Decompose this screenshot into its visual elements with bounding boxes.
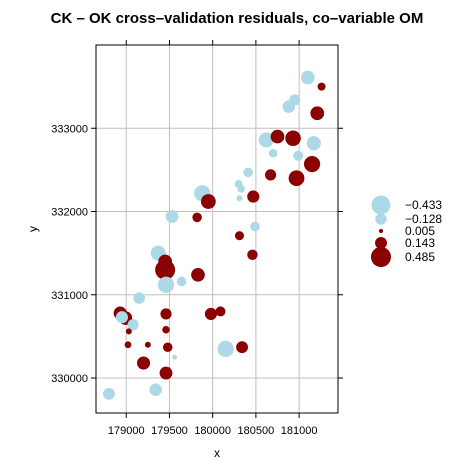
residual-point-negative: [115, 311, 129, 324]
data-points: [103, 70, 326, 400]
legend-symbol: [371, 247, 391, 267]
residual-point-positive: [191, 267, 205, 282]
residual-point-negative: [176, 276, 187, 287]
x-axis-label: x: [214, 446, 220, 460]
residual-point-positive: [270, 129, 285, 144]
legend-symbol: [375, 213, 387, 225]
legend-label: −0.128: [405, 212, 442, 226]
y-axis-label: y: [26, 226, 40, 232]
residual-point-positive: [288, 170, 305, 187]
residual-point-positive: [317, 82, 326, 91]
residual-point-positive: [144, 341, 151, 348]
residual-point-positive: [162, 342, 173, 353]
residual-point-negative: [289, 94, 301, 106]
residual-point-positive: [204, 307, 218, 321]
chart-title: CK – OK cross–validation residuals, co–v…: [51, 10, 424, 27]
y-tick-label: 330000: [51, 373, 88, 385]
plot-frame: [95, 44, 339, 414]
legend-label: −0.433: [405, 198, 442, 212]
residual-point-positive: [158, 254, 172, 269]
residual-point-positive: [215, 306, 226, 317]
residual-point-negative: [306, 136, 321, 151]
grid-lines: [96, 45, 338, 413]
x-tick-label: 180000: [194, 425, 231, 437]
residual-point-negative: [300, 70, 315, 85]
residual-point-positive: [136, 356, 151, 370]
residual-point-positive: [236, 341, 248, 354]
residual-point-negative: [133, 292, 145, 304]
residual-point-negative: [127, 319, 139, 331]
residual-point-negative: [237, 185, 245, 193]
residual-point-positive: [160, 308, 172, 320]
residual-point-negative: [268, 148, 278, 158]
residual-point-negative: [250, 221, 260, 232]
residual-point-positive: [265, 169, 277, 181]
residual-point-negative: [149, 383, 162, 396]
legend-symbol: [378, 228, 384, 234]
x-tick-label: 179500: [151, 425, 188, 437]
residual-point-negative: [217, 340, 234, 358]
residual-point-negative: [258, 132, 274, 148]
residual-point-positive: [247, 190, 260, 203]
legend-label: 0.005: [405, 224, 435, 238]
x-tick-label: 179000: [108, 425, 145, 437]
y-tick-label: 331000: [51, 290, 88, 302]
residual-point-positive: [285, 130, 301, 147]
residual-point-positive: [247, 249, 258, 261]
residual-point-positive: [159, 366, 173, 380]
legend-symbol: [375, 237, 387, 249]
legend-symbol: [371, 195, 391, 215]
residual-point-positive: [162, 326, 170, 334]
axes: 179000 179500 180000 180500 181000 330000 3310…: [51, 40, 343, 437]
residual-point-positive: [234, 231, 245, 241]
residual-point-negative: [157, 276, 175, 293]
residual-point-positive: [125, 328, 132, 335]
residual-point-positive: [303, 155, 321, 173]
residual-point-negative: [236, 195, 243, 202]
residual-point-negative: [243, 167, 253, 178]
residual-point-negative: [103, 387, 115, 400]
residual-point-negative: [172, 354, 178, 360]
residual-point-positive: [192, 212, 202, 223]
residual-point-negative: [165, 210, 179, 223]
residual-point-positive: [310, 106, 325, 121]
x-tick-label: 180500: [238, 425, 275, 437]
legend-label: 0.485: [405, 250, 435, 264]
residual-point-negative: [293, 150, 304, 161]
y-tick-label: 332000: [51, 207, 88, 219]
residual-point-positive: [124, 341, 132, 349]
x-tick-label: 181000: [281, 425, 318, 437]
residual-point-positive: [200, 194, 216, 209]
y-tick-label: 333000: [51, 123, 88, 135]
legend-label: 0.143: [405, 236, 435, 250]
